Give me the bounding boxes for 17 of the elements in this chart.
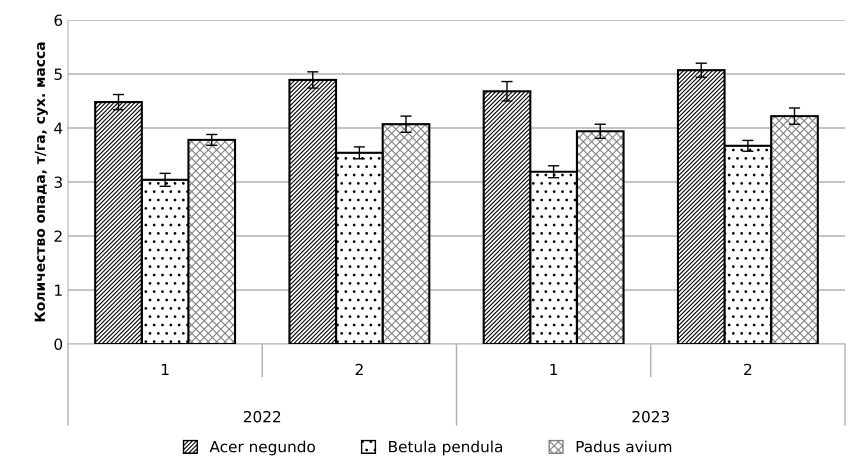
x-tick-label: 2 [356, 364, 363, 376]
y-tick-label: 3 [54, 176, 62, 188]
y-tick-label: 1 [55, 284, 62, 296]
x-tick-label: 1 [162, 364, 169, 376]
legend-label: Acer negundo [210, 440, 315, 456]
y-tick-label: 0 [54, 338, 62, 350]
text: 2023 [632, 410, 669, 422]
y-tick-label: 6 [54, 14, 62, 26]
legend-label: Betula pendula [389, 440, 502, 456]
x-tick-label: 2 [744, 364, 752, 376]
y-axis-title: Количество опада, т/га, сух. масса [34, 42, 48, 322]
y-tick-label: 2 [54, 230, 62, 242]
x-tick-label: 1 [550, 364, 558, 376]
text: 2022 [244, 410, 280, 422]
y-tick-label: 4 [54, 122, 62, 134]
legend-label: Padus avium [576, 440, 672, 452]
y-tick-label: 5 [54, 68, 62, 80]
